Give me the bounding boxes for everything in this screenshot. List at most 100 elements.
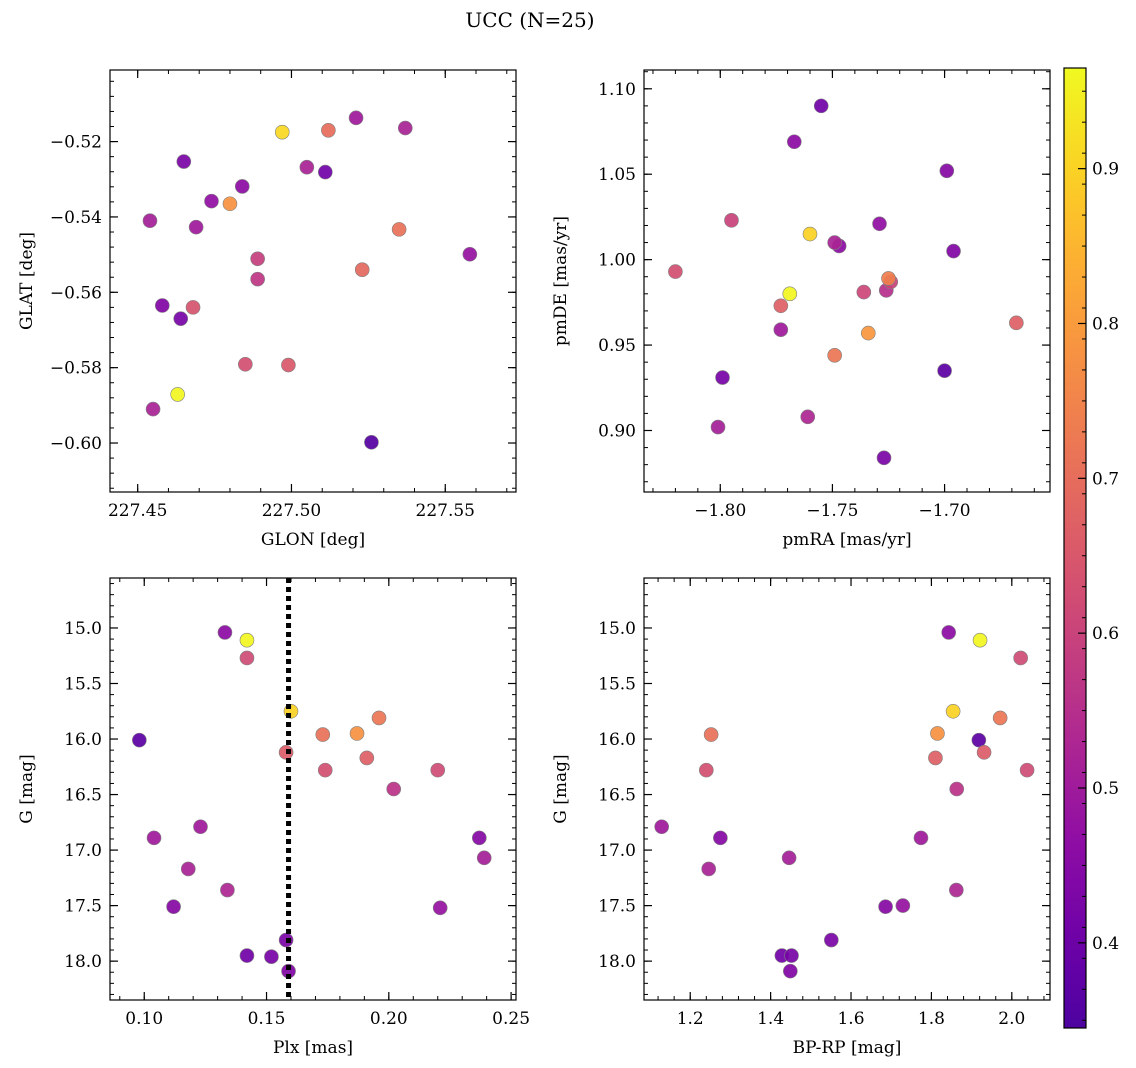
scatter-point xyxy=(299,159,315,175)
y-tick-label: 15.0 xyxy=(598,619,636,639)
y-tick-label: −0.52 xyxy=(50,133,102,153)
scatter-point xyxy=(315,727,331,742)
scatter-point xyxy=(861,325,876,341)
y-tick-label: −0.56 xyxy=(50,283,102,303)
scatter-point xyxy=(349,726,365,741)
axes-frame xyxy=(643,69,1051,493)
x-tick-label: −1.70 xyxy=(919,501,971,521)
scatter-point xyxy=(827,348,842,363)
data-layer xyxy=(142,110,478,450)
y-axis-label: pmDE [mas/yr] xyxy=(551,216,571,346)
x-tick-label: 1.8 xyxy=(918,1009,945,1029)
scatter-point xyxy=(878,899,893,915)
y-tick-label: 17.5 xyxy=(64,897,102,917)
y-axis-label: G [mag] xyxy=(551,754,571,823)
scatter-point xyxy=(699,762,714,778)
y-tick-label: 18.0 xyxy=(598,952,636,972)
scatter-point xyxy=(710,419,726,435)
scatter-point xyxy=(217,625,233,640)
scatter-point xyxy=(945,703,961,719)
panel-bprp-g: 1.2 1.4 1.6 1.8 2.0 15.0 15.5 16.0 16.5 17.0 17.5 1… xyxy=(551,577,1051,1058)
scatter-point xyxy=(318,164,333,180)
scatter-point xyxy=(264,949,279,964)
data-layer xyxy=(132,625,492,979)
scatter-point xyxy=(773,322,789,337)
colorbar-tick-label: 0.6 xyxy=(1092,624,1119,644)
y-tick-label: −0.60 xyxy=(50,434,102,454)
scatter-point xyxy=(1009,315,1024,331)
x-tick-label: 1.4 xyxy=(757,1009,784,1029)
scatter-point xyxy=(146,830,162,846)
scatter-point xyxy=(713,830,728,846)
scatter-point xyxy=(239,650,255,666)
x-tick-label: 227.45 xyxy=(108,501,167,521)
data-layer xyxy=(668,98,1024,466)
y-tick-label: 16.5 xyxy=(598,786,636,806)
colorbar-tick-label: 0.9 xyxy=(1092,160,1119,180)
scatter-point xyxy=(928,750,943,766)
scatter-point xyxy=(781,850,797,866)
y-tick-label: −0.58 xyxy=(50,359,102,379)
scatter-point xyxy=(703,727,719,742)
y-axis-label: GLAT [deg] xyxy=(17,232,37,330)
scatter-point xyxy=(364,434,379,450)
panel-glon-glat: 227.45 227.50 227.55 −0.52 −0.54 −0.56 −0.58 −0… xyxy=(17,69,517,550)
x-tick-label: 227.50 xyxy=(262,501,321,521)
scatter-point xyxy=(239,948,255,963)
scatter-point xyxy=(154,298,170,313)
scatter-point xyxy=(359,750,375,766)
panel-plx-g: 0.10 0.15 0.20 0.25 15.0 15.5 16.0 16.5 17.0 17.5… xyxy=(17,577,530,1058)
colorbar-tick-label: 0.4 xyxy=(1092,934,1119,954)
scatter-point xyxy=(348,110,364,126)
y-tick-label: 15.0 xyxy=(64,619,102,639)
y-tick-label: 16.0 xyxy=(598,730,636,750)
axes-frame xyxy=(109,577,517,1001)
scatter-point xyxy=(185,300,201,315)
scatter-point xyxy=(715,370,730,385)
scatter-point xyxy=(371,710,387,726)
y-tick-label: 16.0 xyxy=(64,730,102,750)
axes-frame xyxy=(109,69,517,493)
y-tick-label: 15.5 xyxy=(64,675,102,695)
scatter-point xyxy=(250,271,265,287)
scatter-point xyxy=(132,732,147,748)
x-tick-label: 227.55 xyxy=(416,501,475,521)
scatter-point xyxy=(472,830,487,846)
scatter-point xyxy=(222,196,238,212)
panels: 227.45 227.50 227.55 −0.52 −0.54 −0.56 −0.58 −0… xyxy=(17,69,1051,1058)
scatter-point xyxy=(786,134,802,150)
scatter-point xyxy=(976,745,992,760)
scatter-point xyxy=(913,830,929,846)
scatter-point xyxy=(782,286,798,302)
x-tick-label: 0.20 xyxy=(370,1009,408,1029)
colorbar-gradient xyxy=(1063,67,1087,1029)
x-axis-label: BP-RP [mag] xyxy=(793,1038,902,1058)
x-tick-label: 0.15 xyxy=(248,1009,286,1029)
scatter-point xyxy=(895,898,911,913)
scatter-point xyxy=(813,98,829,114)
y-tick-label: 17.5 xyxy=(598,897,636,917)
scatter-point xyxy=(170,387,185,402)
scatter-point xyxy=(939,163,955,179)
scatter-point xyxy=(386,781,402,797)
scatter-point xyxy=(220,882,235,898)
x-tick-label: 0.25 xyxy=(492,1009,530,1029)
scatter-point xyxy=(234,179,250,194)
scatter-point xyxy=(274,124,290,140)
scatter-point xyxy=(824,932,839,948)
y-tick-label: 18.0 xyxy=(64,952,102,972)
x-tick-label: 2.0 xyxy=(998,1009,1025,1029)
scatter-point xyxy=(432,900,448,916)
y-tick-label: 17.0 xyxy=(64,841,102,861)
scatter-point xyxy=(881,271,896,286)
scatter-point xyxy=(397,120,413,136)
scatter-point xyxy=(992,710,1008,726)
y-tick-label: 1.05 xyxy=(598,165,636,185)
scatter-point xyxy=(188,219,204,235)
scatter-point xyxy=(972,632,988,648)
x-tick-label: 1.6 xyxy=(837,1009,864,1029)
scatter-point xyxy=(872,216,887,232)
y-axis-label: G [mag] xyxy=(17,754,37,823)
y-tick-label: 15.5 xyxy=(598,675,636,695)
